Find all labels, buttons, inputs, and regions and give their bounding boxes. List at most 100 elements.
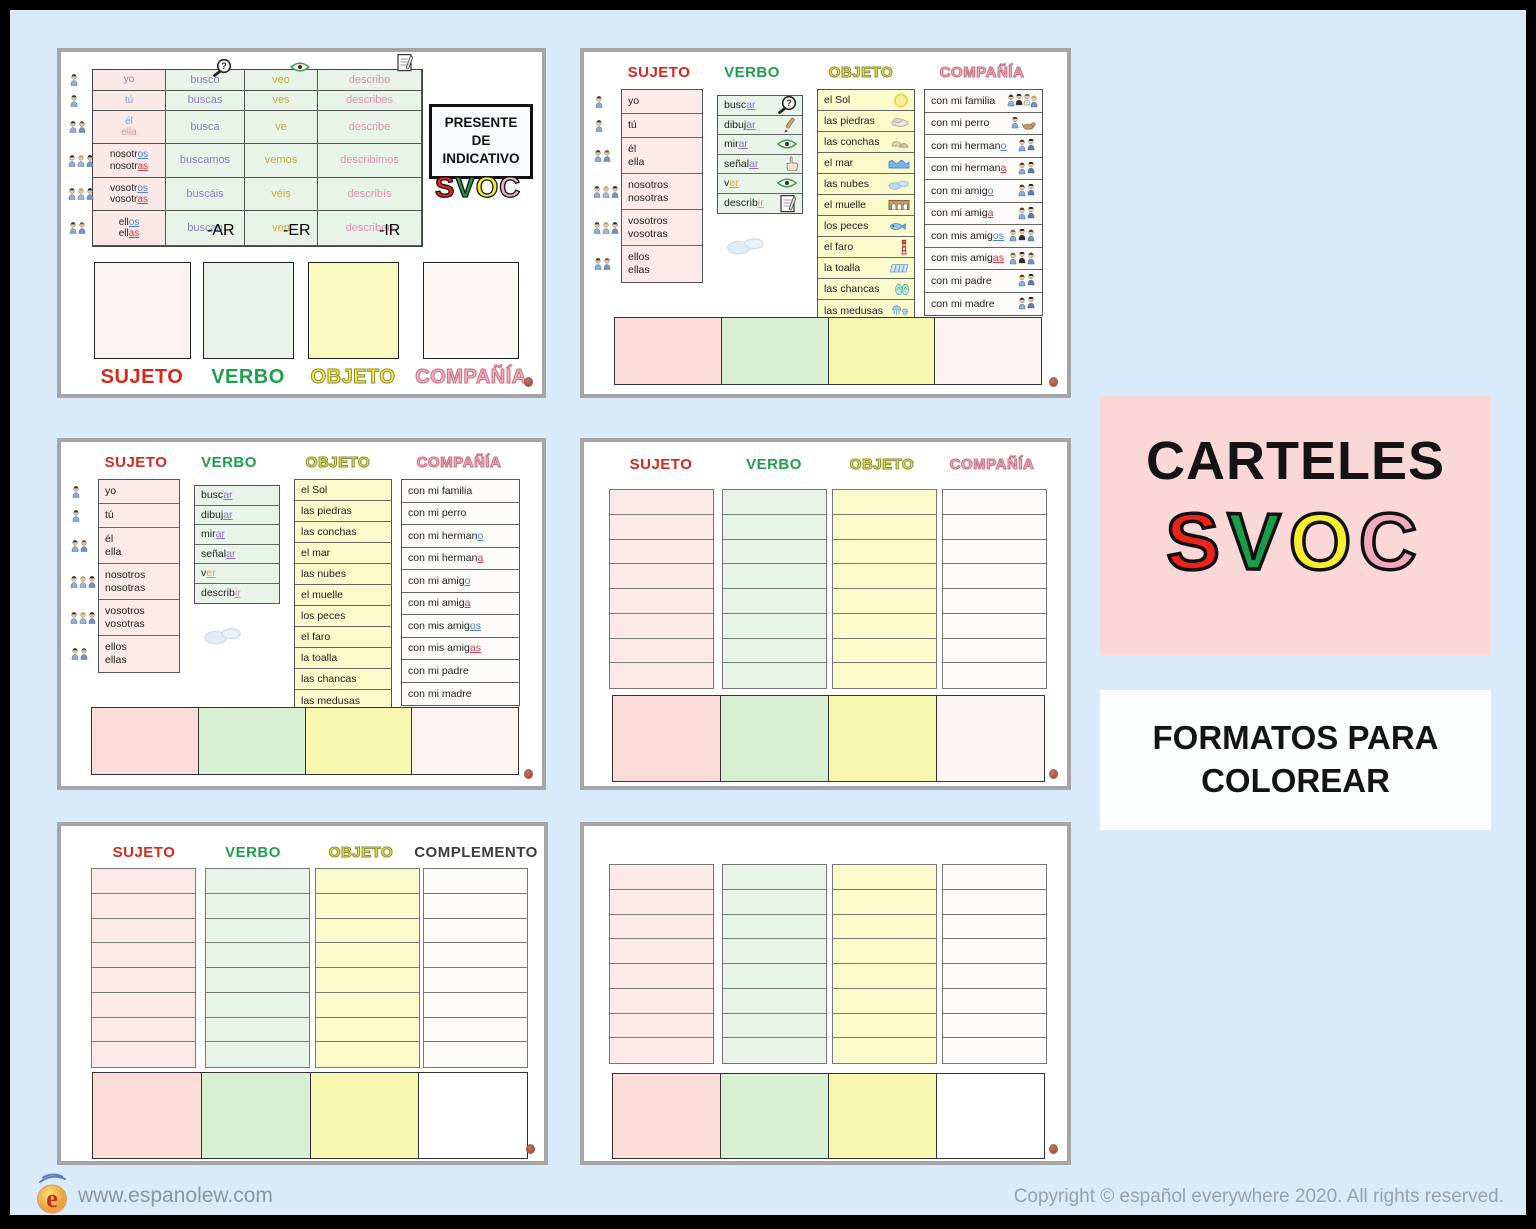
text-part: con mi familia xyxy=(408,484,473,497)
blank-cell xyxy=(610,939,713,964)
color-key-cell xyxy=(412,708,518,774)
eye-icon xyxy=(776,177,798,189)
subject-cell: yo xyxy=(72,480,179,504)
blank-cell xyxy=(424,943,527,968)
subject-cell: él ella xyxy=(71,528,179,564)
company-cell: con mis amigas xyxy=(402,637,519,660)
person2-icon xyxy=(69,539,91,552)
poster-blank-no-headers xyxy=(580,822,1071,1165)
blank-cell xyxy=(833,514,936,540)
pair-icon xyxy=(1016,274,1038,287)
blank-cell xyxy=(943,964,1046,989)
blank-cell xyxy=(610,514,713,540)
text-part: el faro xyxy=(301,631,331,643)
text-part: con mi padre xyxy=(931,274,992,287)
svoc-small: SVOC xyxy=(434,171,521,205)
blank-cell xyxy=(610,964,713,989)
blank-column xyxy=(609,489,714,689)
blank-cell xyxy=(943,514,1046,540)
text-part: ell xyxy=(118,216,129,228)
blank-column xyxy=(423,868,528,1068)
blank-cell xyxy=(723,564,826,589)
company-cell: con mi perro xyxy=(925,112,1042,135)
company-cell: con mi hermano xyxy=(925,135,1042,158)
text-part: él xyxy=(628,142,637,155)
svoc-letter: C xyxy=(1356,494,1428,589)
blank-cell xyxy=(424,968,527,993)
subject-cell: nosotros nosotras xyxy=(70,564,179,600)
text-part: las conchas xyxy=(301,526,357,538)
trio-icon xyxy=(1008,251,1038,265)
blank-column xyxy=(722,489,827,689)
company-cell: con mi familia xyxy=(925,90,1042,113)
text-part: con mi amig xyxy=(408,574,465,587)
company-cell: con mi amigo xyxy=(402,570,519,593)
color-key-cell xyxy=(721,318,829,384)
poster-presente-indicativo: yo busco veo describo tú buscas ves describes él… xyxy=(57,48,546,398)
blank-column xyxy=(91,868,196,1068)
verb-form-cell: vemos xyxy=(245,144,318,178)
object-cell: el muelle xyxy=(818,195,914,216)
text-part: él xyxy=(125,115,133,127)
color-key-cell xyxy=(613,1074,721,1158)
text-part: el Sol xyxy=(824,94,851,106)
text-part: con mi perro xyxy=(931,117,990,130)
blank-cell xyxy=(723,889,826,915)
subject-line: vosotras xyxy=(105,618,145,631)
company-cell: con mi amiga xyxy=(925,202,1042,225)
object-cell: las conchas xyxy=(818,132,914,153)
blank-cell xyxy=(723,939,826,964)
blank-cell xyxy=(943,490,1046,515)
blank-cell xyxy=(723,490,826,515)
object-cell: la toalla xyxy=(295,648,391,669)
subject-line: vosotras xyxy=(628,228,668,241)
blank-cell xyxy=(610,1038,713,1063)
subject-line: vosotros xyxy=(110,183,148,194)
color-key-label-objeto: OBJETO xyxy=(310,366,396,389)
subject-line: él xyxy=(125,116,133,127)
text-part: con mi familia xyxy=(931,94,996,107)
company-cell: con mi padre xyxy=(925,270,1042,293)
person3-icon xyxy=(69,575,99,588)
blank-cell xyxy=(833,589,936,614)
person2-icon xyxy=(67,222,89,235)
subject-line: ellas xyxy=(105,654,127,667)
column-header-verbo: VERBO xyxy=(746,456,802,473)
column-header-compañía: COMPAÑÍA xyxy=(939,64,1025,82)
column-header-complemento: COMPLEMENTO xyxy=(414,844,538,861)
person2-icon xyxy=(592,149,614,162)
text-part: ella xyxy=(105,545,122,558)
text-part: os xyxy=(128,216,140,228)
blank-cell xyxy=(723,964,826,989)
blank-cell xyxy=(833,613,936,639)
person1-icon xyxy=(592,119,606,132)
text-part: a xyxy=(464,597,471,610)
text-part: dibuj xyxy=(724,118,747,131)
verb-ending-badge: -ER xyxy=(283,222,311,239)
text-part: tú xyxy=(105,509,114,522)
blank-cell xyxy=(610,865,713,890)
text-part: las piedras xyxy=(824,115,875,127)
text-part: ar xyxy=(746,118,756,131)
svoc-letter: O xyxy=(1286,495,1361,589)
color-key-cell xyxy=(937,1074,1044,1158)
text-part: con mi herman xyxy=(931,162,1001,175)
text-part: señal xyxy=(201,547,227,560)
table-row: él ella busca ve describe xyxy=(69,111,422,144)
text-part: el mar xyxy=(824,157,854,169)
verb-ending-badge: -IR xyxy=(379,222,401,239)
svg-text:e: e xyxy=(46,1184,58,1213)
subject-cell: nosotros nosotras xyxy=(68,144,166,178)
verb-cell: buscar xyxy=(195,486,279,506)
object-column: el Sol las piedras las conchas el mar las nu… xyxy=(817,89,915,322)
blank-cell xyxy=(610,663,713,688)
verb-cell: ver xyxy=(195,564,279,584)
blank-cell xyxy=(943,564,1046,589)
presente-indicativo-badge: PRESENTE DE INDICATIVO xyxy=(429,104,533,179)
text-part: nosotr xyxy=(109,160,138,172)
text-part: con mi amig xyxy=(931,184,988,197)
object-cell: las piedras xyxy=(818,111,914,132)
blank-cell xyxy=(833,865,936,890)
company-cell: con mis amigas xyxy=(925,247,1042,270)
text-part: ella xyxy=(121,127,137,138)
